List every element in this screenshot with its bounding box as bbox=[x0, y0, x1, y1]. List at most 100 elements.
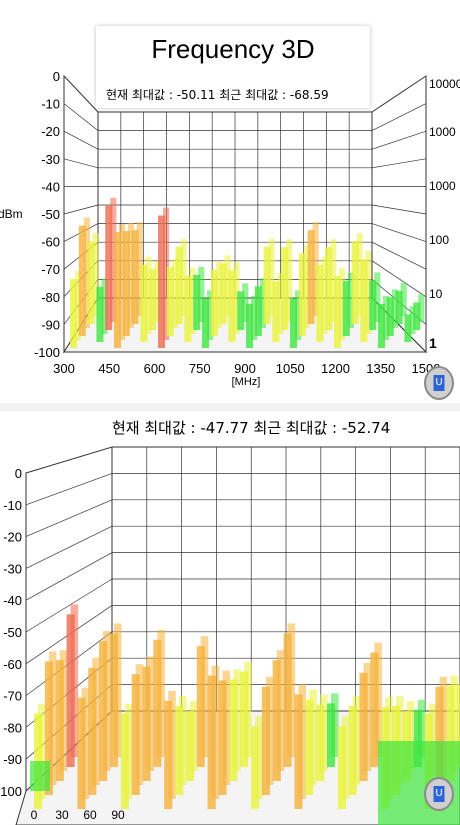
bar-back bbox=[75, 271, 82, 340]
recent-max-value: -52.74 bbox=[341, 419, 391, 437]
bar-back bbox=[277, 273, 284, 334]
bar-back bbox=[383, 295, 390, 340]
y-tick-label: -100 bbox=[34, 345, 60, 360]
bar bbox=[413, 302, 421, 330]
grid-line bbox=[63, 103, 99, 131]
bar-back bbox=[215, 261, 222, 328]
bar bbox=[219, 263, 227, 324]
bar bbox=[316, 264, 324, 342]
grid-line bbox=[25, 578, 113, 633]
bar bbox=[378, 303, 386, 348]
bar-back bbox=[83, 217, 90, 328]
x-tick-label: 1050 bbox=[276, 361, 305, 376]
grid-line bbox=[63, 158, 99, 169]
x-tick-label: 30 bbox=[55, 808, 69, 822]
floor-patch bbox=[30, 761, 50, 791]
right-tick-label: 10000 bbox=[429, 77, 460, 91]
bar-back bbox=[321, 256, 328, 334]
bar-back bbox=[110, 197, 117, 322]
x-tick-label: 90 bbox=[111, 808, 125, 822]
bar bbox=[44, 661, 53, 795]
bar-back bbox=[251, 295, 258, 340]
bar bbox=[395, 290, 403, 324]
u-button[interactable]: U bbox=[424, 366, 454, 400]
frequency-3d-zoomed-chart: 0 -10 -20 -30 -40 -50 -60 -70 -80 -90 -100 0 30 60 90 bbox=[0, 446, 460, 825]
chart-title: Frequency 3D bbox=[151, 34, 315, 64]
bar bbox=[207, 675, 216, 809]
y-tick-label: -80 bbox=[3, 720, 22, 735]
bar bbox=[96, 286, 104, 342]
grid-line bbox=[371, 130, 427, 150]
bar-back bbox=[418, 294, 425, 322]
y-tick-label: -90 bbox=[41, 317, 60, 332]
y-tick-label: -70 bbox=[41, 262, 60, 277]
bar-back bbox=[198, 266, 205, 322]
bar bbox=[122, 231, 130, 336]
bar bbox=[202, 298, 210, 348]
bar bbox=[283, 633, 292, 767]
bar bbox=[166, 267, 174, 336]
bar bbox=[325, 247, 333, 330]
y-tick-label: 0 bbox=[15, 466, 22, 481]
bar bbox=[348, 705, 357, 795]
bar bbox=[153, 639, 162, 767]
bar bbox=[359, 672, 368, 781]
bar bbox=[120, 713, 129, 809]
bar bbox=[326, 703, 336, 767]
bar bbox=[254, 286, 262, 336]
y-tick-label: 0 bbox=[53, 69, 60, 84]
u-button[interactable]: U bbox=[424, 777, 454, 811]
bar-back bbox=[127, 223, 134, 328]
bar bbox=[316, 704, 325, 781]
x-tick-label: 600 bbox=[144, 361, 166, 376]
bar-back bbox=[224, 255, 231, 316]
y-axis-unit: dBm bbox=[0, 207, 23, 221]
bar bbox=[263, 246, 271, 324]
bar bbox=[435, 686, 444, 795]
y-tick-label: -10 bbox=[3, 498, 22, 513]
bar bbox=[404, 314, 412, 342]
y-tick-label: -40 bbox=[41, 179, 60, 194]
bar-back bbox=[189, 267, 196, 334]
bar bbox=[218, 680, 227, 795]
bar-back bbox=[409, 306, 416, 334]
y-tick-label: -90 bbox=[3, 752, 22, 767]
grid-line bbox=[63, 130, 99, 150]
bar bbox=[228, 270, 236, 342]
bar-back bbox=[303, 245, 310, 328]
y-tick-label: -20 bbox=[41, 124, 60, 139]
bar-back bbox=[92, 233, 99, 316]
bar bbox=[114, 232, 122, 348]
recent-max-label: 최근 최대값 : bbox=[253, 419, 338, 437]
x-tick-label: 60 bbox=[83, 808, 97, 822]
grid-line bbox=[25, 525, 113, 569]
current-max-label: 현재 최대값 : bbox=[106, 88, 173, 102]
bar-back bbox=[347, 272, 354, 328]
recent-max-label: 최근 최대값 : bbox=[219, 88, 287, 102]
bar bbox=[99, 641, 108, 781]
bar-back bbox=[295, 290, 302, 340]
x-tick-label: 0 bbox=[31, 808, 38, 822]
bar bbox=[290, 298, 298, 348]
y-tick-label: -10 bbox=[41, 97, 60, 112]
x-tick-label: 1350 bbox=[366, 361, 395, 376]
x-tick-label: 750 bbox=[189, 361, 211, 376]
grid-line bbox=[371, 204, 427, 215]
bar bbox=[131, 674, 140, 795]
right-tick-label: 10 bbox=[429, 287, 443, 301]
bar bbox=[246, 303, 254, 348]
grid-line bbox=[371, 223, 427, 242]
bar bbox=[337, 726, 346, 809]
bar bbox=[196, 646, 205, 767]
bar-back bbox=[374, 272, 381, 322]
bar-back bbox=[365, 251, 372, 334]
bar bbox=[334, 276, 342, 348]
bar-back bbox=[356, 233, 363, 316]
bar-back bbox=[400, 282, 407, 316]
bar bbox=[105, 205, 113, 330]
bar bbox=[109, 633, 119, 767]
bar bbox=[229, 679, 238, 781]
y-tick-label: -80 bbox=[41, 290, 60, 305]
x-tick-label: 1200 bbox=[321, 361, 350, 376]
y-tick-label: -40 bbox=[3, 593, 22, 608]
